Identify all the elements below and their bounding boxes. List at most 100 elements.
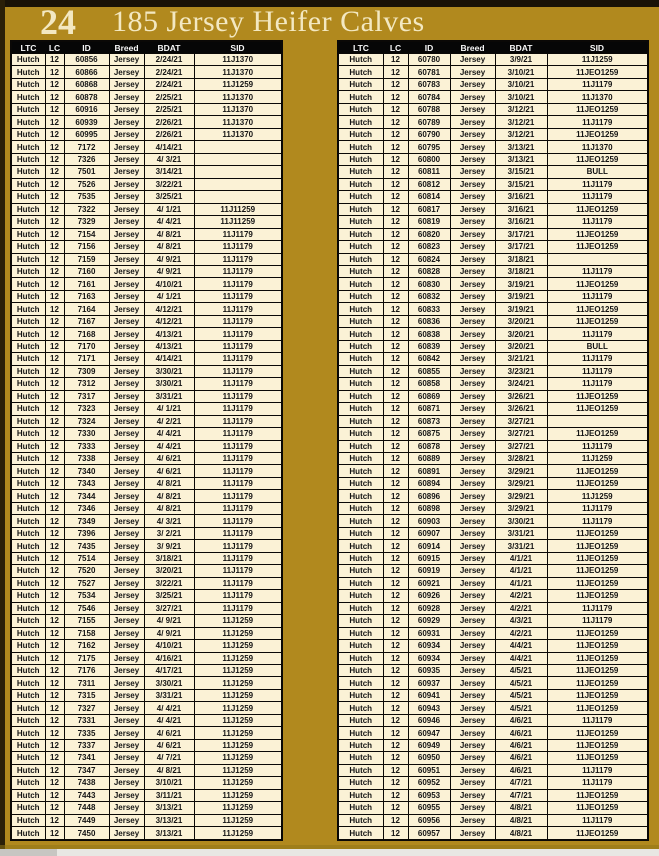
table-cell: Hutch [10,240,46,254]
table-cell: Jersey [449,389,496,404]
table-cell: 7161 [63,277,110,291]
table-cell: Jersey [449,77,496,92]
table-cell: 60941 [407,688,451,703]
table-row: Hutch 12 60946 Jersey 4/6/21 11J1179 [337,713,649,728]
table-cell: 12 [44,277,65,291]
table-cell: 11J1179 [546,763,649,778]
table-cell: 12 [44,314,65,329]
table-cell: Hutch [10,427,46,441]
table-cell: 7450 [63,826,110,841]
table-cell: Jersey [108,476,145,491]
table-cell: 12 [382,190,409,204]
table-cell: 12 [44,738,65,753]
table-cell: 11J1179 [193,514,283,528]
table-cell: 3/16/21 [494,215,548,229]
table-cell: Jersey [449,464,496,478]
table-cell: 12 [382,688,409,703]
table-cell: 12 [382,614,409,628]
table-cell: Jersey [449,339,496,354]
table-cell: 4/ 9/21 [143,614,195,628]
table-cell: 4/ 8/21 [143,476,195,491]
table-cell: 12 [382,501,409,516]
table-cell: 11J1179 [193,277,283,291]
table-cell: 4/ 4/21 [143,439,195,454]
table-cell: 12 [382,801,409,815]
table-cell: Hutch [10,476,46,491]
table-cell: 3/29/21 [494,489,548,503]
table-cell: 60795 [407,140,451,154]
table-cell: 11JEO1259 [546,227,649,242]
table-cell: Jersey [449,551,496,566]
table-cell: 3/19/21 [494,289,548,304]
table-row: Hutch 12 7317 Jersey 3/31/21 11J1179 [10,389,283,404]
table-cell: 12 [382,701,409,715]
table-cell: 12 [382,601,409,616]
column-header-ltc: LTC [11,41,45,54]
table-cell: Jersey [108,414,145,429]
table-cell: Jersey [449,726,496,740]
table-cell: 11JEO1259 [546,302,649,316]
table-cell: Hutch [337,215,384,229]
table-row: Hutch 12 7438 Jersey 3/10/21 11J1259 [10,776,283,790]
table-cell: 11J1179 [193,227,283,242]
table-cell: 12 [44,601,65,616]
table-cell: Hutch [337,801,384,815]
table-cell: Jersey [449,140,496,154]
table-cell: 11J1179 [546,327,649,341]
table-row: Hutch 12 60956 Jersey 4/8/21 11J1179 [337,813,649,828]
table-cell: Jersey [108,539,145,553]
table-cell: 60957 [407,826,451,841]
table-cell: 60788 [407,102,451,117]
table-cell: 60903 [407,514,451,528]
table-row: Hutch 12 60894 Jersey 3/29/21 11JEO1259 [337,476,649,491]
table-cell: 12 [382,377,409,391]
table-cell: 4/ 9/21 [143,264,195,279]
table-cell: 12 [382,626,409,641]
table-cell: 11J1259 [193,713,283,728]
table-cell: 2/26/21 [143,127,195,142]
table-cell: 12 [382,65,409,79]
table-cell: Jersey [108,763,145,778]
table-cell: 11JEO1259 [546,476,649,491]
table-cell: 3/20/21 [494,339,548,354]
table-row: Hutch 12 60783 Jersey 3/10/21 11J1179 [337,77,649,92]
table-cell: 11J1370 [193,127,283,142]
table-cell: Jersey [108,514,145,528]
table-cell: Hutch [10,451,46,466]
table-cell: 60943 [407,701,451,715]
page-number: 24 [40,2,76,42]
table-row: Hutch 12 7176 Jersey 4/17/21 11J1259 [10,663,283,678]
table-row: Hutch 12 7326 Jersey 4/ 3/21 [10,152,283,167]
table-cell: 12 [44,589,65,603]
table-row: Hutch 12 60947 Jersey 4/6/21 11JEO1259 [337,726,649,740]
table-cell: 60937 [407,676,451,690]
table-cell: Jersey [449,601,496,616]
table-cell: Hutch [337,763,384,778]
table-cell: 11JEO1259 [546,676,649,690]
table-cell: 11J1179 [193,551,283,566]
table-cell: 7338 [63,451,110,466]
table-cell: 3/31/21 [494,526,548,541]
table-cell: 4/ 8/21 [143,489,195,503]
table-row: Hutch 12 60823 Jersey 3/17/21 11JEO1259 [337,240,649,254]
table-cell: Jersey [449,701,496,715]
column-header-lc: LC [383,41,408,54]
table-cell: Jersey [108,264,145,279]
table-cell: Jersey [449,202,496,217]
table-cell: 11J1179 [193,589,283,603]
table-cell: Hutch [337,651,384,665]
table-cell: 3/ 2/21 [143,526,195,541]
table-cell: Jersey [108,688,145,703]
table-cell: 7176 [63,663,110,678]
table-cell: Hutch [10,402,46,416]
table-cell: 11JEO1259 [546,539,649,553]
table-cell: 3/20/21 [143,564,195,578]
table-cell: Hutch [337,626,384,641]
table-row: Hutch 12 60836 Jersey 3/20/21 11JEO1259 [337,314,649,329]
table-cell: 3/23/21 [494,364,548,379]
table-cell: 12 [382,576,409,591]
table-cell: 7175 [63,651,110,665]
table-row: Hutch 12 7312 Jersey 3/30/21 11J1179 [10,377,283,391]
table-cell: Hutch [337,289,384,304]
table-cell: 60832 [407,289,451,304]
